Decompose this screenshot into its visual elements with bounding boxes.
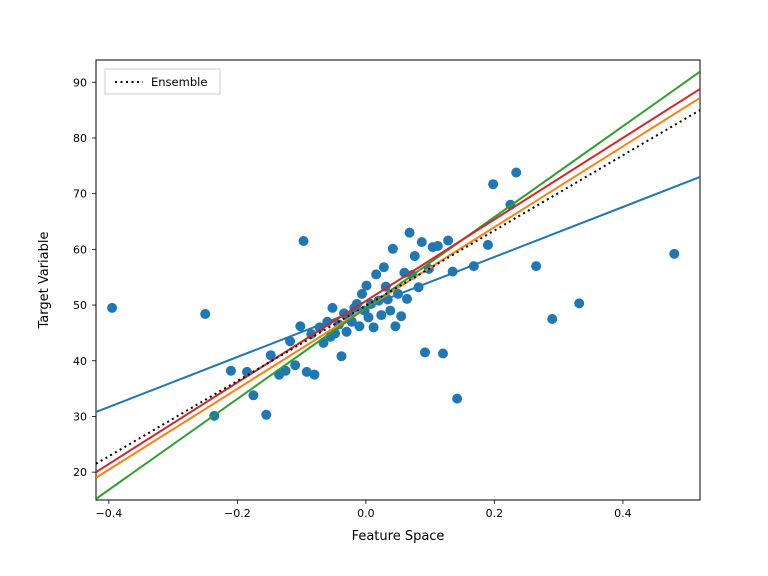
scatter-point bbox=[390, 321, 400, 331]
scatter-point bbox=[488, 179, 498, 189]
y-axis-label: Target Variable bbox=[37, 232, 52, 330]
scatter-point bbox=[327, 303, 337, 313]
scatter-point bbox=[248, 390, 258, 400]
scatter-point bbox=[396, 311, 406, 321]
x-tick-label: −0.2 bbox=[224, 507, 251, 520]
line-blue bbox=[96, 177, 700, 412]
scatter-point bbox=[669, 249, 679, 259]
scatter-point bbox=[342, 327, 352, 337]
scatter-point bbox=[371, 269, 381, 279]
x-tick-label: 0.4 bbox=[614, 507, 632, 520]
scatter-point bbox=[354, 321, 364, 331]
scatter-point bbox=[226, 366, 236, 376]
scatter-point bbox=[405, 228, 415, 238]
scatter-point bbox=[379, 262, 389, 272]
scatter-point bbox=[402, 294, 412, 304]
scatter-point bbox=[200, 309, 210, 319]
scatter-point bbox=[417, 237, 427, 247]
line-orange bbox=[96, 98, 700, 478]
y-tick-label: 70 bbox=[73, 188, 87, 201]
scatter-point bbox=[410, 251, 420, 261]
scatter-point bbox=[420, 347, 430, 357]
x-tick-label: −0.4 bbox=[95, 507, 122, 520]
y-tick-label: 50 bbox=[73, 299, 87, 312]
x-axis-label: Feature Space bbox=[352, 529, 445, 544]
y-tick-label: 20 bbox=[73, 466, 87, 479]
scatter-point bbox=[261, 410, 271, 420]
scatter-point bbox=[299, 236, 309, 246]
x-tick-label: 0.2 bbox=[486, 507, 504, 520]
scatter-point bbox=[452, 394, 462, 404]
y-tick-label: 80 bbox=[73, 132, 87, 145]
plot-content bbox=[96, 72, 700, 499]
legend-label: Ensemble bbox=[151, 75, 207, 89]
chart-figure: −0.4 −0.2 0.0 0.2 0.4 20 30 40 50 60 70 80 90 Feature… bbox=[0, 0, 768, 576]
scatter-point bbox=[531, 261, 541, 271]
scatter-point bbox=[385, 306, 395, 316]
scatter-point bbox=[483, 240, 493, 250]
scatter-point bbox=[362, 281, 372, 291]
scatter-point bbox=[433, 241, 443, 251]
x-tick-label: 0.0 bbox=[357, 507, 375, 520]
scatter-point bbox=[547, 314, 557, 324]
scatter-point bbox=[107, 303, 117, 313]
scatter-point bbox=[443, 235, 453, 245]
scatter-point bbox=[438, 349, 448, 359]
scatter-point bbox=[363, 312, 373, 322]
scatter-point bbox=[369, 322, 379, 332]
y-tick-label: 60 bbox=[73, 243, 87, 256]
scatter-point bbox=[295, 321, 305, 331]
scatter-point bbox=[376, 310, 386, 320]
y-tick-label: 90 bbox=[73, 76, 87, 89]
y-tick-label: 40 bbox=[73, 355, 87, 368]
line-red bbox=[96, 89, 700, 472]
line-green bbox=[96, 72, 700, 499]
scatter-point bbox=[309, 370, 319, 380]
chart-svg: −0.4 −0.2 0.0 0.2 0.4 20 30 40 50 60 70 80 90 Feature… bbox=[0, 0, 768, 576]
scatter-point bbox=[574, 298, 584, 308]
scatter-point bbox=[511, 168, 521, 178]
y-tick-label: 30 bbox=[73, 410, 87, 423]
scatter-point bbox=[336, 351, 346, 361]
scatter-point bbox=[290, 360, 300, 370]
scatter-point bbox=[388, 244, 398, 254]
